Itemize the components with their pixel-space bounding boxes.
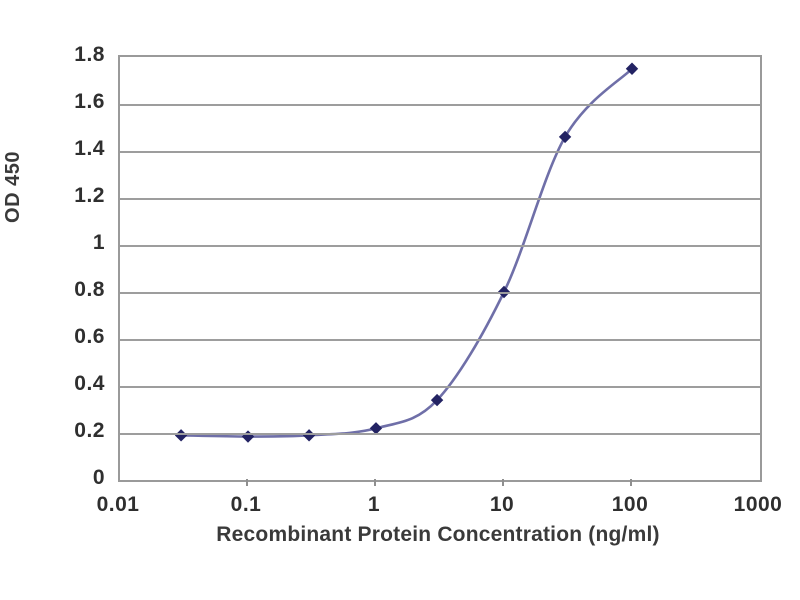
gridline xyxy=(120,386,760,388)
x-axis-tick-label: 0.01 xyxy=(96,493,140,516)
y-axis-tick-labels: 0 0.2 0.4 0.6 0.8 1 1.2 1.4 1.6 1.8 xyxy=(40,0,112,600)
gridline xyxy=(120,339,760,341)
data-point-marker xyxy=(558,130,572,144)
y-axis-tick-label: 0.8 xyxy=(74,278,105,301)
x-axis-tick-mark xyxy=(374,479,376,486)
gridline xyxy=(120,151,760,153)
x-axis-tick-label: 10 xyxy=(489,493,515,516)
gridline xyxy=(120,245,760,247)
y-axis-tick-label: 1.6 xyxy=(74,90,105,113)
y-axis-tick-label: 1.2 xyxy=(74,184,105,207)
x-axis-tick-mark xyxy=(246,479,248,486)
data-point-marker xyxy=(174,429,188,442)
y-axis-tick-label: 1.4 xyxy=(74,137,105,160)
y-axis-tick-label: 0.2 xyxy=(74,419,105,442)
y-axis-tick-label: 1.8 xyxy=(74,43,105,66)
y-axis-tick-label: 0.6 xyxy=(74,325,105,348)
data-point-marker xyxy=(302,429,316,442)
x-axis-tick-label: 1 xyxy=(367,493,381,516)
data-series-layer xyxy=(174,62,639,443)
data-point-marker xyxy=(369,422,383,435)
gridline xyxy=(120,433,760,435)
y-axis-tick-label: 1 xyxy=(92,231,105,254)
data-point-marker xyxy=(625,62,639,75)
data-point-marker xyxy=(430,393,444,407)
series-line xyxy=(179,67,634,438)
y-axis-title: OD 450 xyxy=(2,151,24,223)
x-axis-tick-label: 1000 xyxy=(733,493,783,516)
gridline xyxy=(120,292,760,294)
x-axis-tick-mark xyxy=(502,479,504,486)
gridline xyxy=(120,104,760,106)
y-axis-tick-label: 0.4 xyxy=(74,372,105,395)
gridline xyxy=(120,198,760,200)
x-axis-tick-mark xyxy=(630,479,632,486)
x-axis-title: Recombinant Protein Concentration (ng/ml… xyxy=(216,523,660,546)
y-axis-tick-label: 0 xyxy=(92,466,105,489)
x-axis-tick-label: 0.1 xyxy=(230,493,262,516)
plot-area xyxy=(118,55,762,482)
x-axis-tick-label: 100 xyxy=(611,493,649,516)
